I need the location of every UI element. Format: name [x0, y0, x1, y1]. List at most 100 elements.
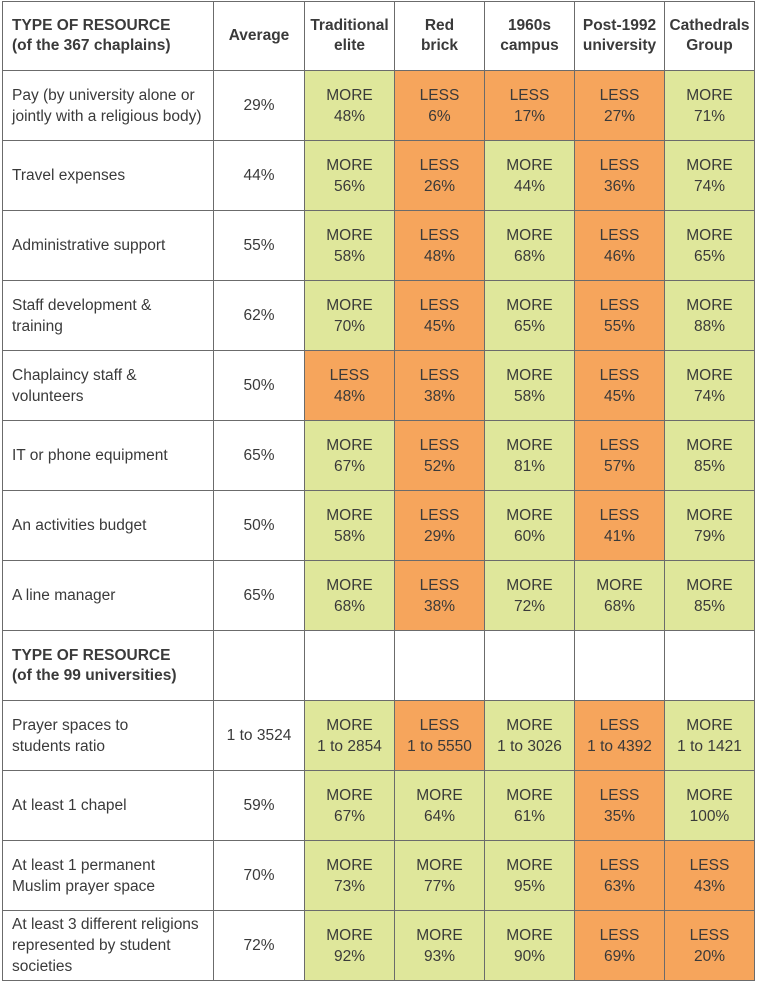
comparison-value: 1 to 4392 — [587, 737, 652, 755]
comparison-cell: MORE 85% — [664, 560, 755, 631]
comparison-verdict: MORE — [506, 856, 553, 874]
comparison-verdict: LESS — [599, 86, 640, 104]
comparison-cell: LESS 1 to 5550 — [394, 700, 485, 771]
comparison-cell: LESS 27% — [574, 70, 665, 141]
resource-label-line1: A line manager — [12, 587, 116, 604]
comparison-verdict: MORE — [686, 296, 733, 314]
resource-comparison-table: TYPE OF RESOURCE (of the 367 chaplains) … — [2, 1, 755, 981]
comparison-cell: LESS 38% — [394, 560, 485, 631]
comparison-value: 48% — [333, 107, 366, 125]
comparison-cell: MORE 100% — [664, 770, 755, 841]
resource-label: Staff development & training — [2, 280, 214, 351]
comparison-value: 1 to 2854 — [317, 737, 382, 755]
comparison-value: 88% — [693, 317, 726, 335]
resource-label: An activities budget — [2, 490, 214, 561]
table-row: At least 1 permanent Muslim prayer space 7… — [2, 840, 755, 911]
comparison-value: 45% — [423, 317, 456, 335]
comparison-cell: MORE 61% — [484, 770, 575, 841]
comparison-verdict: LESS — [599, 156, 640, 174]
comparison-cell: MORE 58% — [304, 490, 395, 561]
comparison-value: 38% — [423, 387, 456, 405]
average-value: 65% — [213, 560, 305, 631]
comparison-value: 70% — [333, 317, 366, 335]
comparison-value: 17% — [513, 107, 546, 125]
comparison-verdict: LESS — [689, 856, 730, 874]
comparison-value: 41% — [603, 527, 636, 545]
resource-label: Pay (by university alone or jointly with … — [2, 70, 214, 141]
comparison-cell: LESS 41% — [574, 490, 665, 561]
comparison-value: 68% — [603, 597, 636, 615]
comparison-value: 20% — [693, 947, 726, 965]
comparison-cell: LESS 69% — [574, 910, 665, 981]
comparison-cell: MORE 74% — [664, 140, 755, 211]
resource-label-line2: Muslim prayer space — [12, 877, 155, 895]
resource-label-line2: training — [12, 317, 63, 335]
header-col-line2: campus — [500, 37, 559, 54]
comparison-value: 38% — [423, 597, 456, 615]
comparison-value: 58% — [513, 387, 546, 405]
table-row: Staff development & training 62% MORE 70% LES… — [2, 280, 755, 351]
average-value: 72% — [213, 910, 305, 981]
resource-label: At least 1 permanent Muslim prayer space — [2, 840, 214, 911]
comparison-value: 74% — [693, 177, 726, 195]
comparison-verdict: LESS — [599, 716, 640, 734]
comparison-verdict: MORE — [506, 926, 553, 944]
comparison-cell: LESS 1 to 4392 — [574, 700, 665, 771]
comparison-value: 57% — [603, 457, 636, 475]
comparison-verdict: MORE — [506, 436, 553, 454]
comparison-cell: LESS 43% — [664, 840, 755, 911]
comparison-cell: LESS 38% — [394, 350, 485, 421]
comparison-cell: MORE 64% — [394, 770, 485, 841]
header-title-line1: TYPE OF RESOURCE — [12, 17, 171, 34]
comparison-value: 68% — [333, 597, 366, 615]
comparison-verdict: LESS — [419, 226, 460, 244]
comparison-cell: MORE 85% — [664, 420, 755, 491]
comparison-cell: LESS 57% — [574, 420, 665, 491]
comparison-verdict: LESS — [419, 86, 460, 104]
comparison-cell: LESS 17% — [484, 70, 575, 141]
comparison-value: 36% — [603, 177, 636, 195]
comparison-verdict: LESS — [599, 226, 640, 244]
comparison-value: 1 to 1421 — [677, 737, 742, 755]
comparison-value: 55% — [603, 317, 636, 335]
comparison-value: 74% — [693, 387, 726, 405]
header-col-line2: brick — [420, 37, 459, 54]
comparison-verdict: MORE — [686, 716, 733, 734]
comparison-value: 1 to 5550 — [407, 737, 472, 755]
section-header-row: TYPE OF RESOURCE (of the 99 universities) — [2, 630, 755, 701]
empty-cell — [213, 630, 305, 701]
table-row: Chaplaincy staff & volunteers 50% LESS 48% LE… — [2, 350, 755, 421]
resource-label-line1: At least 1 chapel — [12, 797, 127, 814]
comparison-verdict: LESS — [419, 576, 460, 594]
resource-label-line1: Administrative support — [12, 237, 166, 254]
comparison-cell: MORE 1 to 2854 — [304, 700, 395, 771]
resource-label-line1: An activities budget — [12, 517, 147, 534]
empty-cell — [664, 630, 755, 701]
empty-cell — [394, 630, 485, 701]
comparison-cell: MORE 58% — [304, 210, 395, 281]
comparison-cell: LESS 48% — [394, 210, 485, 281]
comparison-cell: MORE 79% — [664, 490, 755, 561]
comparison-value: 44% — [513, 177, 546, 195]
comparison-verdict: MORE — [686, 156, 733, 174]
comparison-value: 79% — [693, 527, 726, 545]
comparison-cell: LESS 36% — [574, 140, 665, 211]
empty-cell — [484, 630, 575, 701]
comparison-cell: MORE 81% — [484, 420, 575, 491]
comparison-verdict: MORE — [416, 926, 463, 944]
comparison-verdict: LESS — [599, 436, 640, 454]
comparison-value: 81% — [513, 457, 546, 475]
comparison-value: 68% — [513, 247, 546, 265]
comparison-value: 6% — [428, 107, 451, 125]
comparison-value: 56% — [333, 177, 366, 195]
comparison-cell: MORE 1 to 1421 — [664, 700, 755, 771]
comparison-cell: LESS 35% — [574, 770, 665, 841]
comparison-verdict: MORE — [326, 506, 373, 524]
comparison-verdict: MORE — [326, 156, 373, 174]
comparison-verdict: MORE — [416, 786, 463, 804]
header-cathedrals-group: Cathedrals Group — [664, 1, 755, 71]
comparison-verdict: MORE — [326, 296, 373, 314]
header-resource-cell: TYPE OF RESOURCE (of the 367 chaplains) — [2, 1, 214, 71]
average-value: 65% — [213, 420, 305, 491]
comparison-verdict: MORE — [686, 86, 733, 104]
